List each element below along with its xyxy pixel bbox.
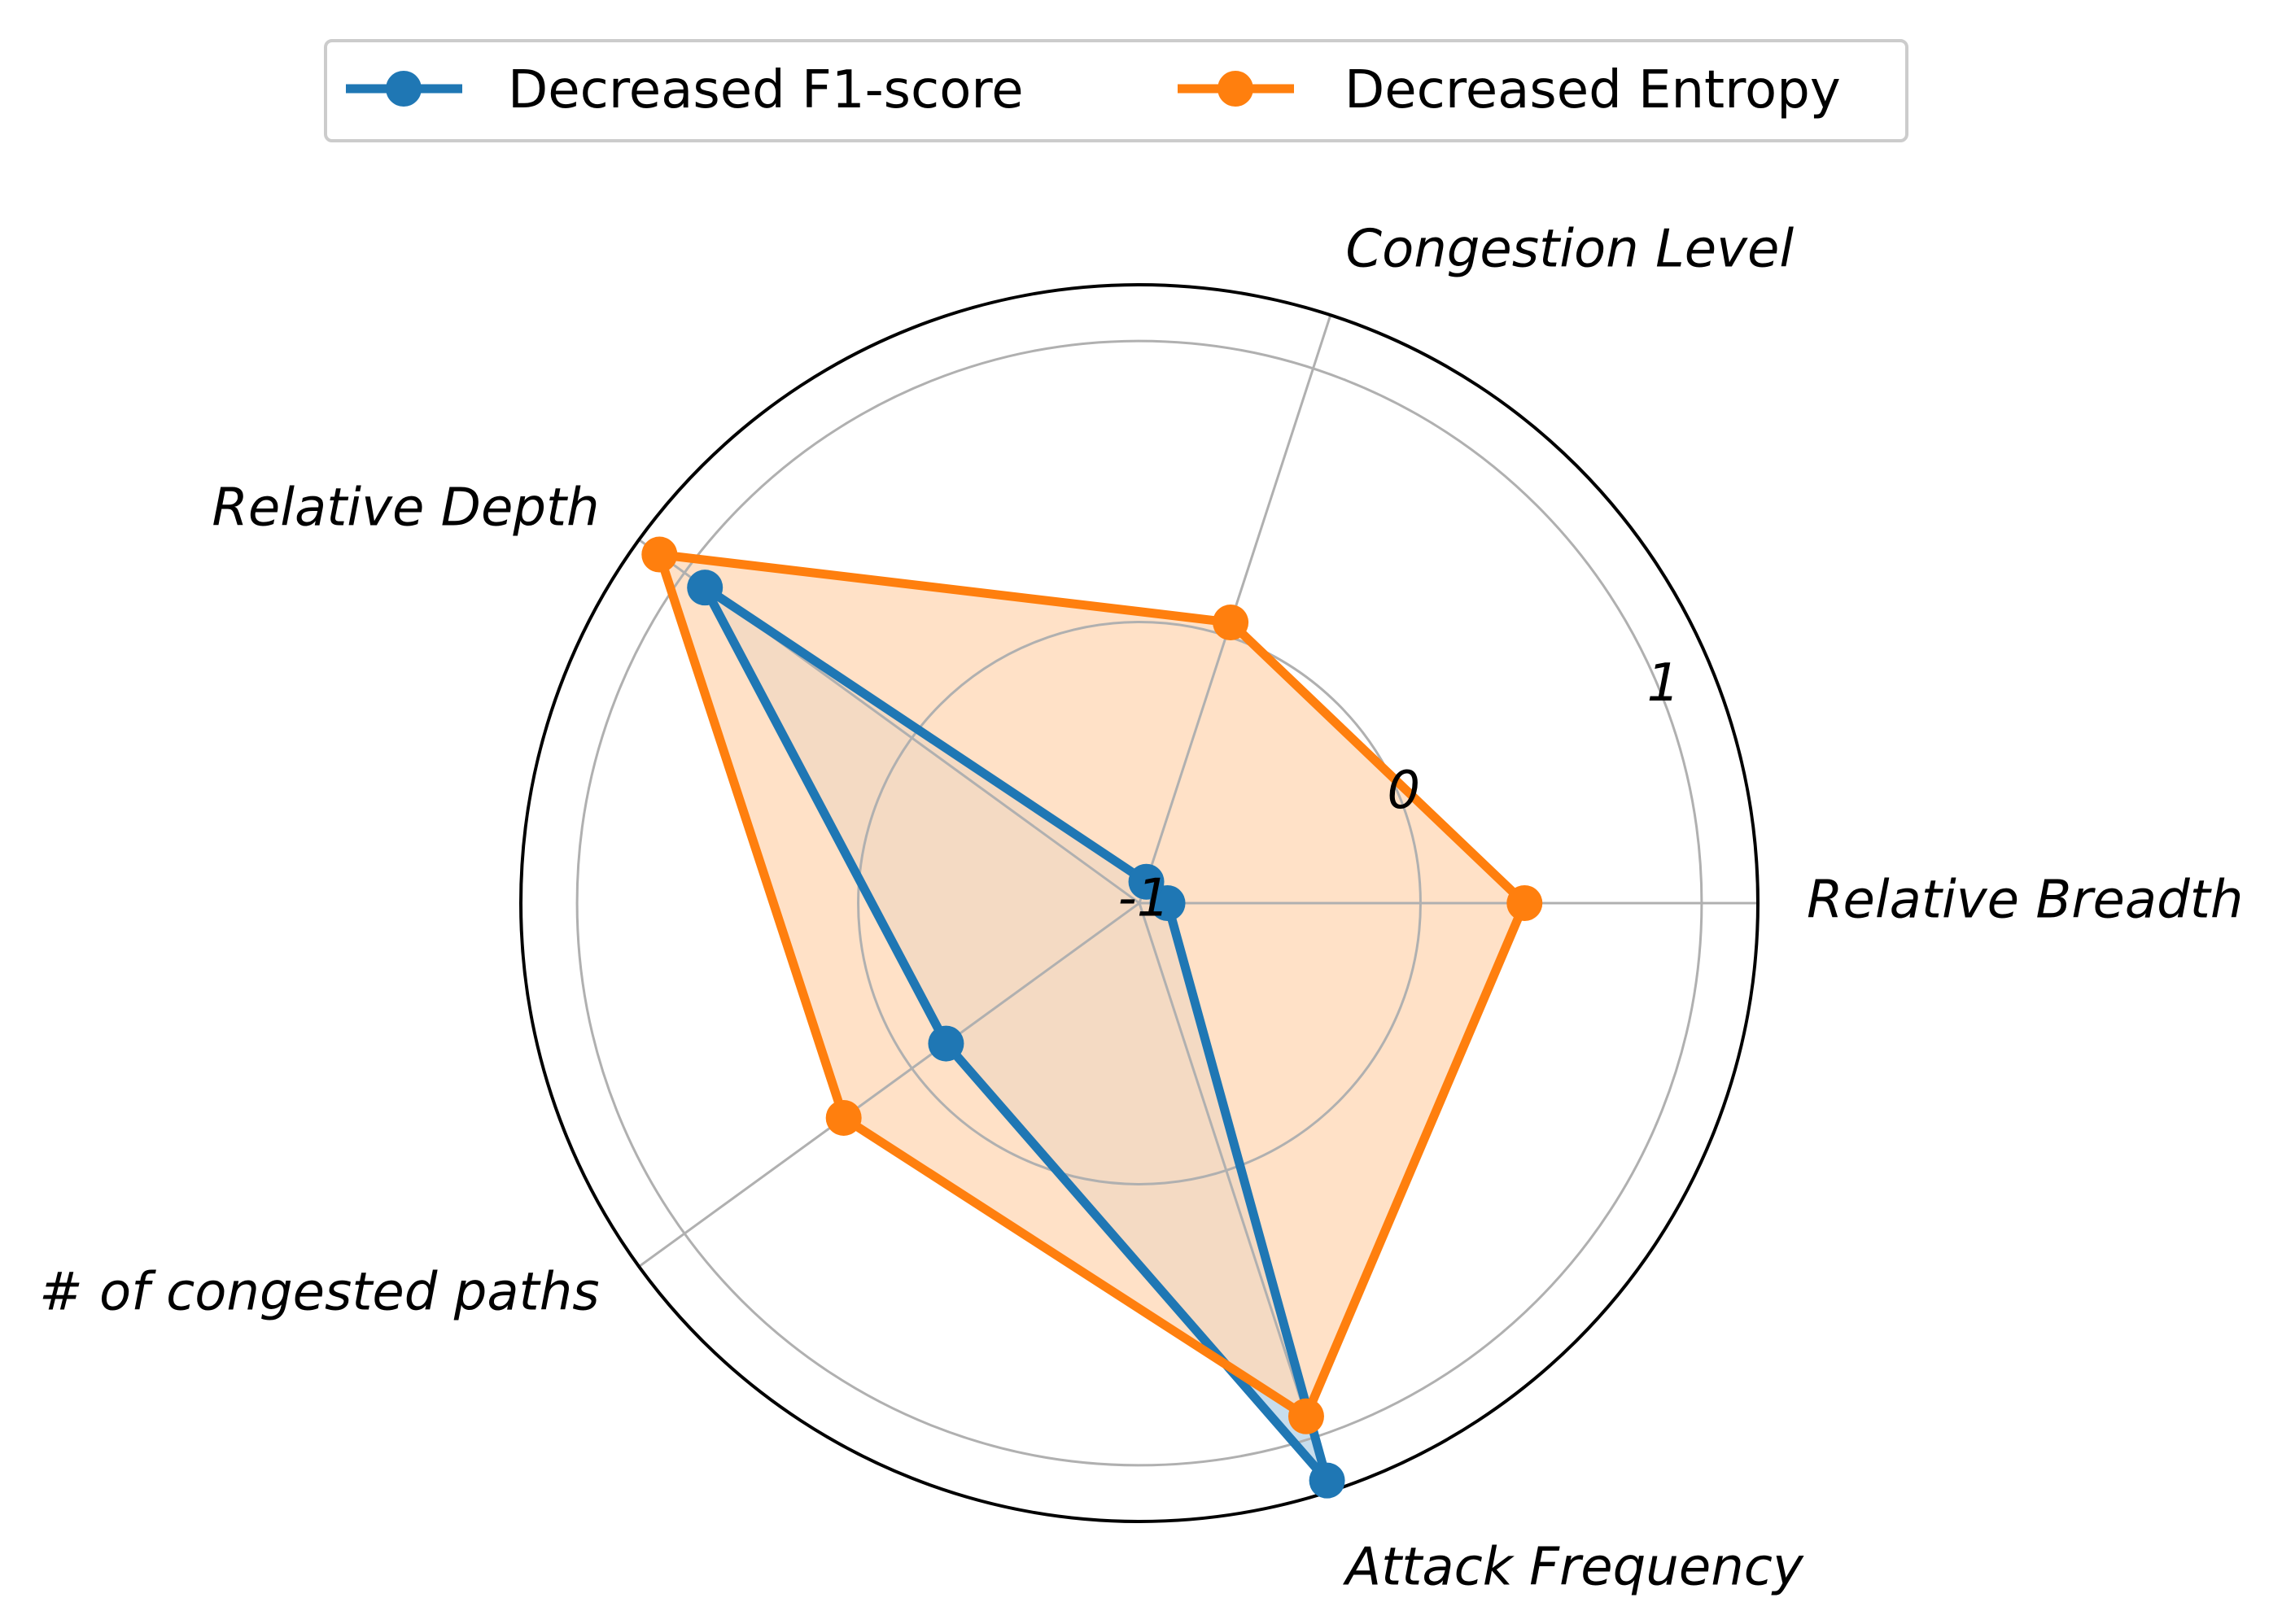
series-0-point-3 — [928, 1025, 964, 1062]
series-1-point-0 — [1506, 885, 1543, 921]
legend-entry-0: Decreased F1-score — [508, 60, 1024, 120]
series-0-point-2 — [687, 570, 724, 606]
series-1-point-1 — [1213, 605, 1249, 641]
grid-spoke-3 — [638, 901, 1140, 1268]
legend-swatch-marker-1 — [1218, 71, 1253, 107]
series-line-1 — [654, 550, 1529, 1421]
axis-label-0: Relative Breadth — [1807, 871, 2243, 931]
polar-frame — [519, 283, 1760, 1523]
axis-label-3: # of congested paths — [39, 1263, 600, 1323]
axis-label-4: Attack Frequency — [1342, 1537, 1804, 1597]
legend-entry-1: Decreased Entropy — [1344, 60, 1841, 120]
series-0-point-1 — [1128, 863, 1165, 900]
series-fill-1 — [659, 554, 1525, 1417]
r-tick-label-2: 1 — [1647, 653, 1681, 714]
series-fills — [659, 554, 1525, 1481]
series-1-point-2 — [641, 536, 678, 573]
series-0-point-4 — [1309, 1462, 1345, 1499]
series-lines — [641, 536, 1543, 1499]
series-1-point-3 — [825, 1099, 862, 1136]
legend-swatch-marker-0 — [386, 71, 422, 107]
series-1-point-4 — [1287, 1398, 1324, 1434]
axis-label-1: Congestion Level — [1345, 220, 1794, 280]
legend: Decreased F1-score Decreased Entropy — [324, 39, 1908, 142]
r-tick-label-0: -1 — [1118, 868, 1170, 928]
axis-labels: -1 0 1 Relative Breadth Congestion Level Rela… — [39, 220, 2243, 1598]
r-tick-label-1: 0 — [1387, 761, 1420, 821]
axis-label-2: Relative Depth — [212, 478, 599, 539]
legend-frame — [324, 39, 1908, 142]
